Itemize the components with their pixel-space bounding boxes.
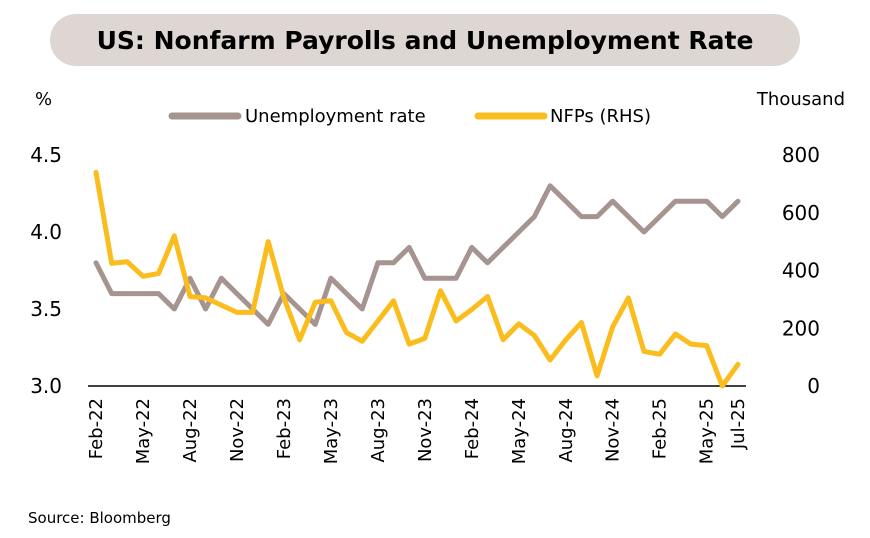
x-tick-label: May-24 xyxy=(509,398,530,464)
chart-title: US: Nonfarm Payrolls and Unemployment Ra… xyxy=(96,25,754,55)
x-tick-label: Aug-23 xyxy=(368,398,389,463)
chart-title-banner: US: Nonfarm Payrolls and Unemployment Ra… xyxy=(50,14,800,66)
x-tick-label: May-22 xyxy=(133,398,154,464)
legend: Unemployment rate NFPs (RHS) xyxy=(168,106,651,127)
x-tick-label: Nov-23 xyxy=(415,398,436,462)
right-tick-label: 600 xyxy=(782,201,820,225)
right-tick-label: 400 xyxy=(782,259,820,283)
x-tick-label: Aug-24 xyxy=(556,398,577,463)
left-axis-unit: % xyxy=(35,89,52,110)
left-tick-label: 4.0 xyxy=(30,220,62,244)
right-axis-ticks: 0 200 400 600 800 xyxy=(782,143,820,398)
source-note: Source: Bloomberg xyxy=(28,509,171,527)
right-tick-label: 0 xyxy=(807,374,820,398)
x-tick-label: May-23 xyxy=(321,398,342,464)
x-tick-label: Feb-25 xyxy=(650,398,671,459)
x-tick-label: Nov-24 xyxy=(603,398,624,462)
x-axis-tick-labels: Feb-22 May-22 Aug-22 Nov-22 Feb-23 May-23 Aug-… xyxy=(86,398,749,464)
x-tick-label: Aug-22 xyxy=(180,398,201,463)
x-tick-label: Feb-22 xyxy=(86,398,107,459)
left-tick-label: 3.0 xyxy=(30,374,62,398)
legend-label-nfps: NFPs (RHS) xyxy=(550,106,651,127)
x-tick-label: May-25 xyxy=(697,398,718,464)
x-tick-label: Feb-23 xyxy=(274,398,295,459)
legend-label-unemployment: Unemployment rate xyxy=(245,106,426,127)
right-axis-unit: Thousand xyxy=(756,89,845,110)
unemployment-rate-line xyxy=(93,183,741,327)
left-tick-label: 4.5 xyxy=(30,143,62,167)
x-tick-label: Jul-25 xyxy=(728,398,749,450)
x-tick-label: Feb-24 xyxy=(462,398,483,459)
x-tick-label: Nov-22 xyxy=(227,398,248,462)
left-tick-label: 3.5 xyxy=(30,297,62,321)
right-tick-label: 800 xyxy=(782,143,820,167)
left-axis-ticks: 3.0 3.5 4.0 4.5 xyxy=(30,143,62,398)
right-tick-label: 200 xyxy=(782,316,820,340)
nfps-line xyxy=(93,169,741,389)
